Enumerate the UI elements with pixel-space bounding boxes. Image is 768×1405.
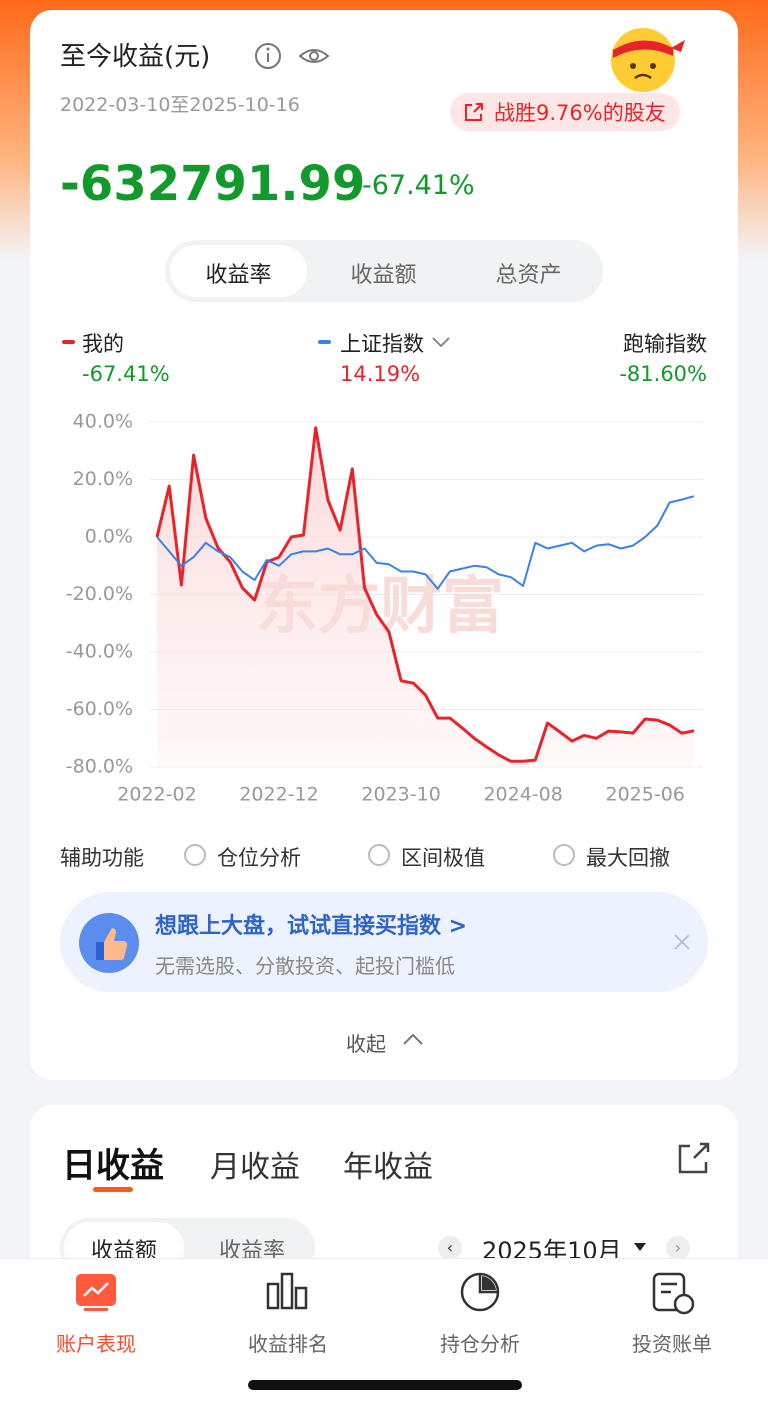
tab-indicator: [93, 1187, 133, 1192]
chevron: [432, 337, 450, 348]
section-tab[interactable]: 年收益: [343, 1150, 433, 1185]
legend-name[interactable]: 上证指数: [340, 332, 424, 356]
tab[interactable]: 总资产: [495, 263, 562, 288]
x-tick-label: 2022-02: [117, 784, 196, 806]
title-icons[interactable]: [252, 40, 342, 72]
chevron-up: [403, 1033, 423, 1045]
y-tick-label: -40.0%: [66, 641, 133, 663]
export-icon[interactable]: [676, 1142, 710, 1176]
legend-value: 14.19%: [340, 362, 421, 386]
home-indicator: [248, 1380, 522, 1390]
line: [155, 426, 695, 763]
nav-icons: [76, 1272, 695, 1315]
tab-active: [170, 245, 307, 297]
radio[interactable]: [553, 844, 575, 866]
outperform-value: -81.60%: [619, 362, 707, 386]
outperform-label: 跑输指数: [623, 332, 707, 356]
line: [156, 495, 695, 590]
close-icon[interactable]: [672, 932, 692, 952]
legend-name: 我的: [82, 332, 124, 356]
tab[interactable]: 收益率: [205, 263, 272, 288]
promo-subtitle: 无需选股、分散投资、起投门槛低: [155, 954, 455, 978]
x-tick-label: 2022-12: [239, 784, 318, 806]
chart: 40.0% 20.0% 0.0% -20.0% -40.0% -60.0% -80.0% 20…: [66, 411, 703, 806]
radio[interactable]: [184, 844, 206, 866]
legend-swatch: [62, 340, 75, 344]
total-pct: -67.41%: [362, 170, 475, 201]
share-icon: [465, 103, 483, 121]
aux-option[interactable]: 仓位分析: [217, 846, 301, 870]
area: [157, 427, 694, 767]
prev-month[interactable]: ‹: [438, 1236, 462, 1260]
next-month[interactable]: ›: [666, 1236, 690, 1260]
legend-value: -67.41%: [82, 362, 170, 386]
aux-option[interactable]: 最大回撤: [586, 846, 670, 870]
y-tick-label: 0.0%: [85, 526, 133, 548]
promo-title: 想跟上大盘，试试直接买指数 >: [155, 914, 468, 939]
x-tick-label: 2025-06: [605, 784, 684, 806]
promo[interactable]: [60, 892, 708, 992]
y-tick-label: -80.0%: [66, 756, 133, 778]
radio[interactable]: [368, 844, 390, 866]
y-tick-label: 40.0%: [73, 411, 133, 433]
tab[interactable]: 收益额: [350, 263, 417, 288]
section-tab[interactable]: 日收益: [62, 1146, 164, 1186]
x-tick-label: 2024-08: [483, 784, 562, 806]
nav-label[interactable]: 投资账单: [632, 1332, 712, 1356]
y-tick-label: -60.0%: [66, 698, 133, 720]
x-tick-label: 2023-10: [361, 784, 440, 806]
date-range: 2022-03-10至2025-10-16: [60, 94, 300, 116]
badge[interactable]: 战胜9.76%的股友: [450, 93, 680, 131]
section-tab[interactable]: 月收益: [210, 1150, 300, 1185]
aux-option[interactable]: 区间极值: [401, 846, 485, 870]
dropdown: [634, 1243, 646, 1251]
promo-icon: [79, 913, 139, 973]
total-profit: -632791.99: [60, 156, 366, 212]
legend-swatch: [318, 340, 331, 344]
y-tick-label: 20.0%: [73, 468, 133, 490]
nav-label[interactable]: 持仓分析: [440, 1332, 520, 1356]
title: 至今收益(元): [60, 42, 211, 72]
nav-label[interactable]: 账户表现: [56, 1332, 136, 1356]
nav-label[interactable]: 收益排名: [248, 1332, 328, 1356]
y-tick-label: -20.0%: [66, 583, 133, 605]
collapse[interactable]: 收起: [346, 1032, 386, 1056]
emoji: [611, 28, 685, 92]
aux-label: 辅助功能: [60, 846, 144, 870]
